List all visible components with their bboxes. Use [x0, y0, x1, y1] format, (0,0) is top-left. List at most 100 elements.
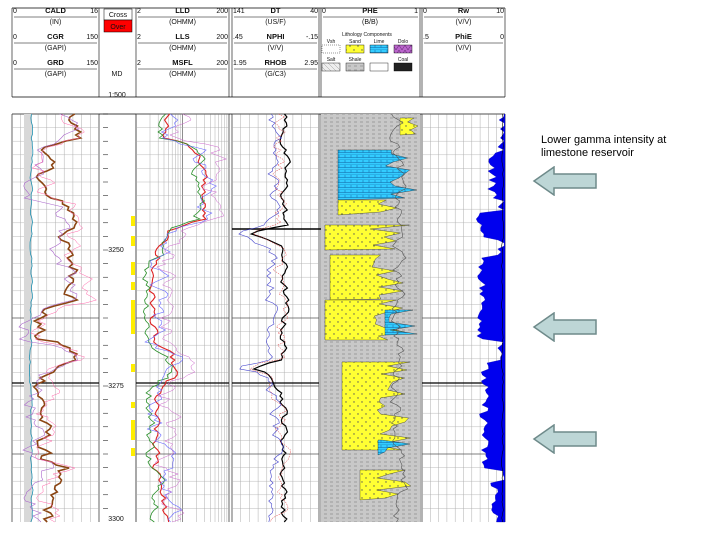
arrow-left-icon — [532, 312, 597, 342]
track6-max: 0 — [500, 34, 504, 41]
track4-unit: (V/V) — [268, 45, 284, 52]
track3-mnemonic: LLD — [175, 6, 190, 15]
rw-curve — [500, 113, 504, 523]
rhob-curve — [249, 113, 291, 523]
track3-mnemonic: LLS — [175, 32, 189, 41]
grd-curve — [32, 113, 83, 523]
cgr-curve — [18, 113, 80, 523]
track4-mnemonic: RHOB — [264, 58, 287, 67]
track1-mnemonic: CGR — [47, 32, 64, 41]
track1-min: 0 — [13, 8, 17, 15]
crossover-label-1: Cross — [109, 12, 128, 19]
pay-flag — [131, 216, 135, 226]
track4-min: 141 — [233, 8, 245, 15]
track1-max: 16 — [90, 8, 98, 15]
track4-max: 40 — [310, 8, 318, 15]
track6-min: 0 — [423, 8, 427, 15]
sand-band — [399, 117, 419, 136]
lls-curve — [142, 113, 206, 523]
crossover-legend: Cross Over MD 1:500 — [103, 8, 133, 99]
arrow-left-icon — [532, 166, 597, 196]
lithology-legend: Lithology Components Vsh Sand Lime Dolo … — [321, 32, 413, 72]
legend-swatch-blank — [369, 62, 389, 72]
track3-min: 2 — [137, 60, 141, 67]
msfl-curve — [144, 113, 217, 523]
track3-max: 200 — [216, 8, 228, 15]
track1-max: 150 — [86, 34, 98, 41]
log-header — [12, 7, 505, 98]
msfl-curve-2 — [155, 113, 228, 523]
sand-band — [359, 469, 412, 501]
limestone-band — [384, 309, 418, 336]
limestone-band — [377, 439, 411, 456]
track4-max: -.15 — [306, 34, 318, 41]
track5-mnemonic: PHE — [362, 6, 377, 15]
log-grid — [11, 8, 506, 522]
legend-swatch-salt — [321, 62, 341, 72]
legend-swatch-sand — [345, 44, 365, 54]
legend-shale: Shale — [349, 57, 362, 63]
legend-swatch-vsh — [321, 44, 341, 54]
legend-swatch-dolo — [393, 44, 413, 54]
track4-unit: (US/F) — [265, 19, 286, 26]
md-label: MD — [112, 71, 123, 78]
header-labels: 0 CALD 16 (IN) 0 CGR 150 (GAPI) 0 GRD 150 (GAPI) 2 LL… — [13, 6, 504, 78]
pay-flag — [131, 420, 135, 440]
track6-unit: (V/V) — [456, 19, 472, 26]
track4-min: 1.95 — [233, 60, 247, 67]
track1-unit: (GAPI) — [45, 71, 66, 78]
track4-mnemonic: NPHI — [267, 32, 285, 41]
depth-label-3300: 3300 — [108, 516, 124, 523]
dt-curve — [249, 113, 291, 523]
track4-min: .45 — [233, 34, 243, 41]
track1-max: 150 — [86, 60, 98, 67]
lld-curve — [148, 113, 208, 523]
track3-max: 200 — [216, 60, 228, 67]
track3-max: 200 — [216, 34, 228, 41]
track6-mnemonic: PhiE — [455, 32, 472, 41]
track6-mnemonic: Rw — [458, 6, 469, 15]
track4-max: 2.95 — [304, 60, 318, 67]
pay-flag — [131, 402, 135, 408]
caliper-fill — [24, 114, 32, 522]
track1-min: 0 — [13, 60, 17, 67]
legend-swatch-coal — [393, 62, 413, 72]
track3-mnemonic: MSFL — [172, 58, 193, 67]
scale-line-1: 1:500 — [108, 92, 126, 99]
legend-swatch-shale — [345, 62, 365, 72]
phe-curve — [389, 113, 409, 523]
legend-sand: Sand — [349, 39, 361, 45]
track5-min: 0 — [322, 8, 326, 15]
sand-band — [324, 299, 405, 341]
track5-max: 1 — [414, 8, 418, 15]
pay-flag — [131, 236, 135, 246]
cgr-curve-2 — [30, 113, 97, 523]
track3-min: 2 — [137, 8, 141, 15]
pay-flag — [131, 262, 135, 275]
track1-mnemonic: CALD — [45, 6, 66, 15]
legend-vsh: Vsh — [327, 39, 336, 45]
legend-swatch-lime — [369, 44, 389, 54]
pay-flag — [131, 448, 135, 456]
log-curves — [18, 113, 506, 523]
track3-min: 2 — [137, 34, 141, 41]
track1-mnemonic: GRD — [47, 58, 64, 67]
track3-unit: (OHMM) — [169, 19, 196, 26]
lithology-title: Lithology Components — [342, 32, 392, 38]
sand-band — [324, 224, 410, 251]
depth-label-3250: 3250 — [108, 247, 124, 254]
crossover-label-2: Over — [110, 24, 126, 31]
track4-mnemonic: DT — [271, 6, 281, 15]
sand-band — [341, 361, 411, 451]
annotation-text: Lower gamma intensity at limestone reser… — [541, 134, 667, 159]
depth-label-3275: 3275 — [108, 383, 124, 390]
track5-unit: (B/B) — [362, 19, 378, 26]
limestone-band — [337, 149, 417, 201]
track6-unit: (V/V) — [456, 45, 472, 52]
track6-min: .5 — [423, 34, 429, 41]
track1-unit: (IN) — [50, 19, 62, 26]
arrow-left-icon — [532, 424, 597, 454]
legend-lime: Lime — [374, 39, 385, 45]
track6-max: 10 — [496, 8, 504, 15]
nphi-curve — [238, 113, 284, 523]
